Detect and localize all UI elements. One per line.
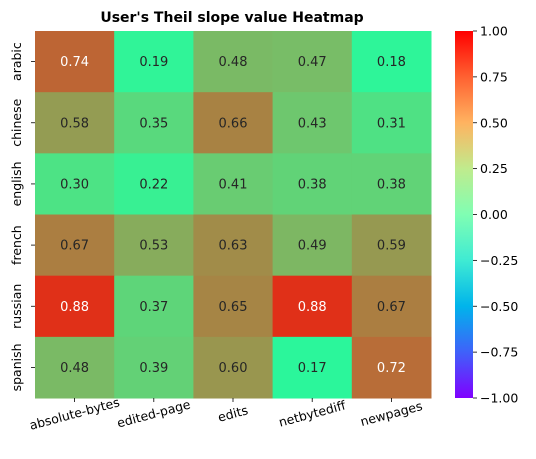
heatmap-cell [351,153,432,216]
heatmap-cell-label: 0.67 [377,300,406,315]
heatmap-cell-label: 0.65 [219,300,248,315]
heatmap-cell [35,153,115,216]
colorbar-tick-label: 0.00 [480,207,508,222]
heatmap-cell [193,92,274,154]
heatmap-cell-label: 0.72 [377,361,406,376]
heatmap-cell [114,92,194,154]
colorbar-tick-label: −0.75 [480,345,518,360]
x-tick-label: edits [216,402,249,424]
heatmap-cells [35,31,432,399]
heatmap-cell [193,275,274,338]
heatmap-cell [35,92,115,154]
y-tick-label: french [9,225,24,265]
heatmap-cell-label: 0.38 [298,177,327,192]
heatmap-cell-label: 0.53 [139,239,168,254]
heatmap-cell-label: 0.30 [60,177,89,192]
y-tick-label: arabic [9,42,24,81]
heatmap-cell-label: 0.35 [139,116,168,131]
heatmap-cell-label: 0.88 [298,300,327,315]
heatmap-cell [35,214,115,277]
heatmap-cell [35,336,115,399]
heatmap-cell-label: 0.31 [377,116,406,131]
heatmap-cell-label: 0.41 [219,177,248,192]
heatmap-cell-label: 0.74 [60,55,89,70]
heatmap-cell [272,31,353,93]
heatmap-cell-label: 0.38 [377,177,406,192]
heatmap-cell [351,92,432,154]
heatmap-cell [272,336,353,399]
heatmap-cell [272,214,353,277]
heatmap-cell [351,31,432,93]
heatmap-cell [35,275,115,338]
y-tick-label: chinese [9,98,24,146]
heatmap-cell-label: 0.48 [60,361,89,376]
y-tick-label: spanish [9,343,24,391]
colorbar-tick-label: 1.00 [480,24,508,39]
colorbar-ticks: 1.00 0.75 0.50 0.25 0.00 −0.25 −0.50 −0.75 −1.00 [473,24,518,406]
heatmap-cell [351,336,432,399]
colorbar: 1.00 0.75 0.50 0.25 0.00 −0.25 −0.50 −0.75 −1.00 [455,24,518,406]
colorbar-tick-label: 0.75 [480,69,508,84]
colorbar-gradient [455,31,473,398]
x-tick-label: newpages [359,398,424,429]
colorbar-tick-label: −0.25 [480,253,518,268]
heatmap-cell [114,31,194,93]
heatmap-cell [193,31,274,93]
heatmap-cell [193,153,274,216]
y-tick-label: russian [9,284,24,329]
heatmap-cell [35,31,115,93]
y-tick-label: english [9,161,24,206]
heatmap-cell-labels: 0.74 0.19 0.48 0.47 0.18 0.58 0.35 0.66 0.43 0.31… [60,55,406,376]
heatmap-cell-label: 0.18 [377,55,406,70]
colorbar-tick-label: 0.50 [480,115,508,130]
heatmap-cell [351,214,432,277]
heatmap-cell-label: 0.39 [139,361,168,376]
colorbar-tick-label: −0.50 [480,299,518,314]
heatmap-cell [114,214,194,277]
heatmap-cell [272,92,353,154]
heatmap-cell-label: 0.49 [298,239,327,254]
heatmap-cell [272,275,353,338]
heatmap-cell-label: 0.48 [219,55,248,70]
heatmap-cell-label: 0.37 [139,300,168,315]
heatmap-cell-label: 0.17 [298,361,327,376]
heatmap-cell [193,214,274,277]
heatmap-cell-label: 0.66 [219,116,248,131]
heatmap-cell-label: 0.43 [298,116,327,131]
heatmap-cell-label: 0.88 [60,300,89,315]
heatmap-cell-label: 0.60 [219,361,248,376]
heatmap-cell [114,336,194,399]
y-axis: arabic chinese english french russian spanish [9,42,35,391]
heatmap-cell-label: 0.19 [139,55,168,70]
colorbar-tick-label: 0.25 [480,161,508,176]
heatmap-cell-label: 0.63 [219,239,248,254]
x-tick-label: netbytediff [277,397,347,429]
heatmap-cell [114,275,194,338]
heatmap-cell [114,153,194,216]
colorbar-tick-label: −1.00 [480,391,518,406]
heatmap-cell-label: 0.67 [60,239,89,254]
heatmap-cell-label: 0.22 [139,177,168,192]
chart-title: User's Theil slope value Heatmap [100,10,363,26]
heatmap-cell-label: 0.59 [377,239,406,254]
heatmap-cell [193,336,274,399]
heatmap-cell-label: 0.47 [298,55,327,70]
heatmap-cell [351,275,432,338]
heatmap-cell-label: 0.58 [60,116,89,131]
heatmap-cell [272,153,353,216]
